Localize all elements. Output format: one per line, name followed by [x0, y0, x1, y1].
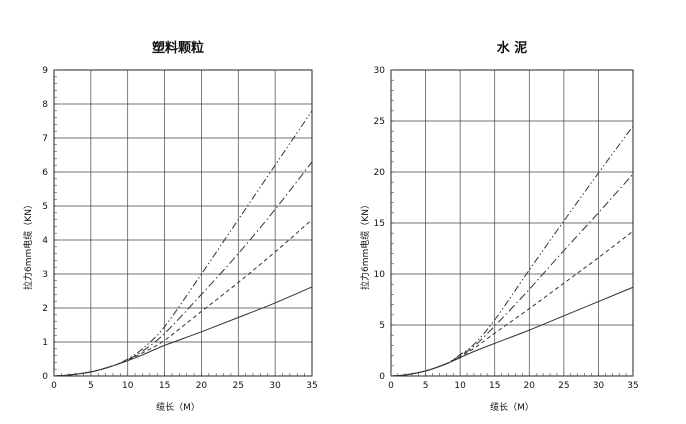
- grid-lines: [54, 70, 312, 376]
- x-axis-label: 缆长（M）: [156, 401, 200, 413]
- chart-plastic-pellets: 塑料颗粒 缆长（M） 拉力6mm电缆（KN） 0 5 10 15 20 25 30 35012…: [22, 40, 318, 413]
- x-tick-label: 0: [388, 381, 394, 391]
- y-tick-label: 20: [374, 168, 386, 178]
- x-tick-label: 25: [558, 381, 569, 391]
- x-tick-label: 15: [489, 381, 500, 391]
- series-line-dashdotdot: [53, 110, 313, 377]
- x-tick-label: 15: [159, 381, 170, 391]
- x-tick-label: 5: [88, 381, 94, 391]
- y-tick-label: 0: [42, 372, 48, 382]
- y-tick-label: 2: [42, 304, 48, 314]
- grid-lines: [391, 70, 633, 376]
- plot-frame: [53, 69, 313, 377]
- series-line-dashed: [390, 230, 634, 377]
- y-tick-label: 15: [374, 219, 385, 229]
- x-tick-label: 35: [306, 381, 317, 391]
- x-tick-label: 10: [454, 381, 466, 391]
- x-tick-label: 5: [423, 381, 429, 391]
- y-tick-label: 7: [42, 134, 48, 144]
- x-tick-label: 0: [51, 381, 57, 391]
- y-tick-label: 1: [42, 338, 48, 348]
- y-tick-label: 6: [42, 168, 48, 178]
- x-axis-label: 缆长（M）: [490, 401, 534, 413]
- series-line-dashdot: [53, 161, 313, 377]
- x-tick-label: 25: [233, 381, 244, 391]
- series-line-dashdot: [390, 173, 634, 377]
- x-tick-label: 10: [122, 381, 134, 391]
- x-tick-label: 20: [196, 381, 208, 391]
- y-tick-label: 3: [42, 270, 48, 280]
- y-tick-label: 10: [374, 270, 386, 280]
- y-tick-label: 9: [42, 66, 48, 76]
- y-tick-label: 8: [42, 100, 48, 110]
- y-tick-label: 25: [374, 117, 385, 127]
- x-tick-label: 20: [524, 381, 536, 391]
- x-tick-label: 30: [269, 381, 281, 391]
- y-axis-label: 拉力6mm电缆（KN）: [22, 200, 34, 290]
- y-tick-label: 30: [374, 66, 386, 76]
- x-tick-label: 35: [627, 381, 638, 391]
- chart-title: 水 泥: [497, 40, 528, 56]
- chart-title: 塑料颗粒: [152, 40, 204, 56]
- y-tick-label: 0: [379, 372, 385, 382]
- y-axis-label: 拉力6mm电缆（KN）: [359, 200, 371, 290]
- series-line-dashed: [53, 219, 313, 377]
- series-line-dashdotdot: [390, 125, 634, 377]
- x-tick-label: 30: [593, 381, 605, 391]
- y-tick-label: 5: [42, 202, 48, 212]
- y-tick-label: 5: [379, 321, 385, 331]
- y-tick-label: 4: [42, 236, 48, 246]
- chart-cement: 水 泥 缆长（M） 拉力6mm电缆（KN） 0 5 10 15 20 25 30 35 0 5 10…: [359, 40, 639, 413]
- series-line-solid: [390, 286, 634, 377]
